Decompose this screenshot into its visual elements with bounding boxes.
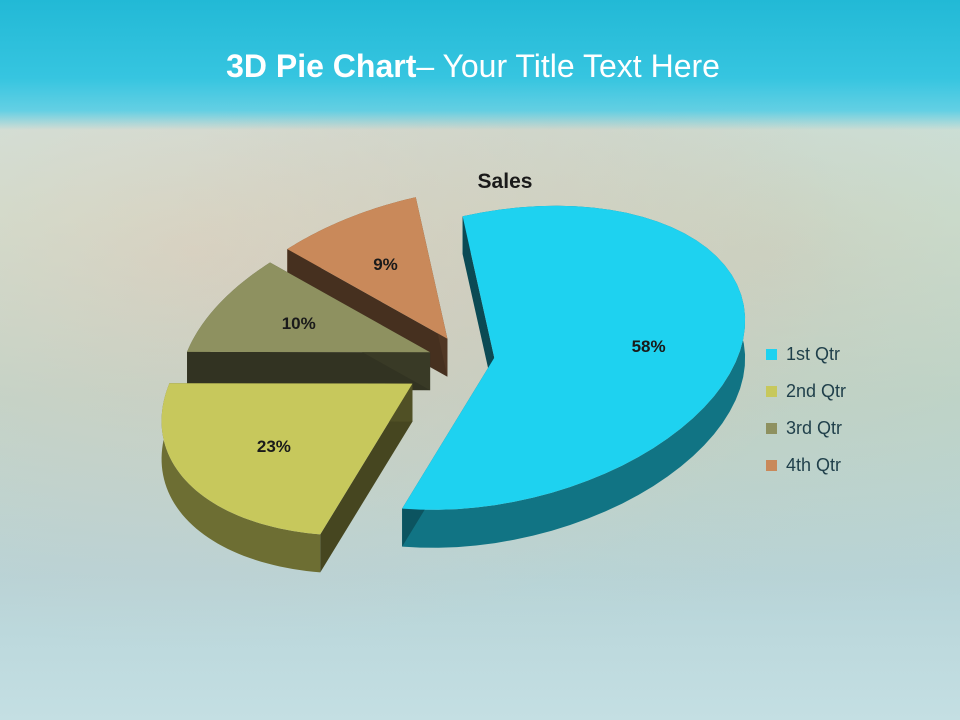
legend-label-2nd-qtr: 2nd Qtr — [786, 381, 847, 401]
slice-3rd-qtr — [187, 262, 431, 391]
data-label-2nd-qtr: 23% — [257, 437, 291, 456]
data-label-3rd-qtr: 10% — [282, 314, 316, 333]
legend-swatch-3rd-qtr — [766, 423, 777, 434]
slide-title-rest: – Your Title Text Here — [416, 48, 720, 84]
slice-top-1st-qtr — [402, 205, 746, 510]
slice-top-4th-qtr — [287, 197, 448, 339]
slice-wall-1st-qtr — [462, 216, 495, 396]
slice-2nd-qtr — [161, 383, 413, 573]
chart-legend: 1st Qtr 2nd Qtr 3rd Qtr 4th Qtr — [766, 336, 846, 484]
legend-swatch-4th-qtr — [766, 460, 777, 471]
slide-title-bold: 3D Pie Chart — [226, 48, 417, 84]
legend-swatch-2nd-qtr — [766, 386, 777, 397]
slide-title: 3D Pie Chart– Your Title Text Here — [0, 48, 946, 85]
slice-wall-2nd-qtr — [320, 383, 413, 573]
slice-1st-qtr — [402, 205, 746, 548]
slice-top-2nd-qtr — [161, 383, 413, 535]
slice-side-1st-qtr — [402, 205, 746, 548]
legend-item-2nd-qtr: 2nd Qtr — [766, 373, 846, 410]
slice-wall-3rd-qtr — [187, 351, 431, 391]
chart-title: Sales — [478, 170, 533, 193]
legend-label-3rd-qtr: 3rd Qtr — [786, 418, 843, 438]
legend-label-4th-qtr: 4th Qtr — [786, 455, 842, 475]
legend-label-1st-qtr: 1st Qtr — [786, 344, 841, 364]
data-label-4th-qtr: 9% — [373, 255, 398, 274]
slice-side-2nd-qtr — [161, 383, 321, 573]
legend-item-3rd-qtr: 3rd Qtr — [766, 410, 846, 447]
title-bar — [0, 0, 960, 130]
slice-top-3rd-qtr — [187, 262, 431, 353]
data-label-1st-qtr: 58% — [632, 337, 666, 356]
legend-item-4th-qtr: 4th Qtr — [766, 447, 846, 484]
legend-swatch-1st-qtr — [766, 349, 777, 360]
legend-item-1st-qtr: 1st Qtr — [766, 336, 846, 373]
